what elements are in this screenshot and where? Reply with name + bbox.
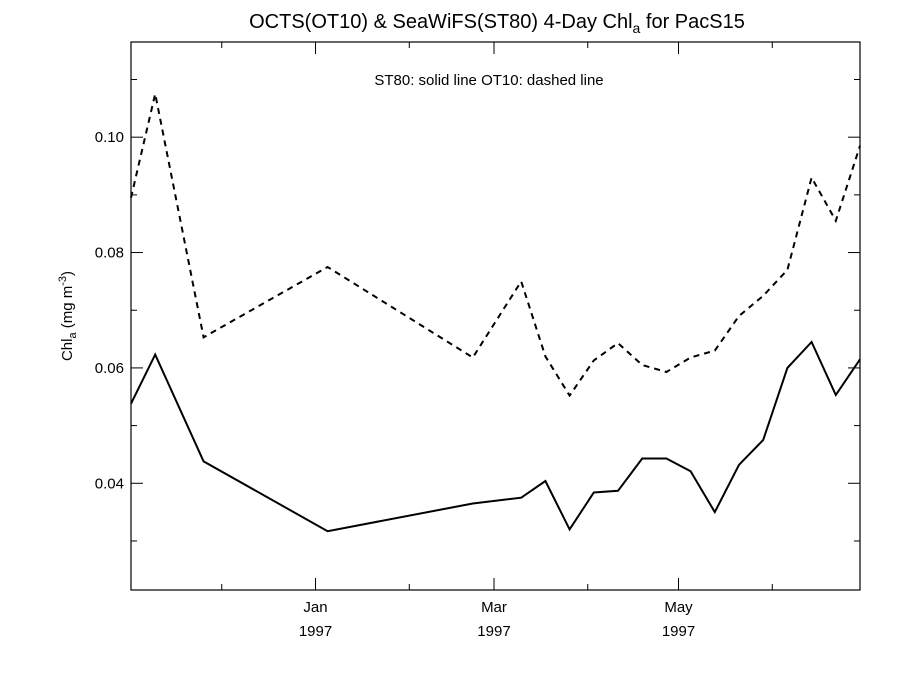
y-axis-label-prefix: Chl [59, 339, 76, 362]
y-tick-label: 0.04 [95, 475, 124, 492]
plot-series [130, 93, 861, 533]
series-line-st80 [130, 340, 861, 533]
x-tick-label-year: 1997 [662, 623, 695, 640]
y-axis-label-close: ) [59, 271, 76, 276]
chart-title-main: OCTS(OT10) & SeaWiFS(ST80) 4-Day Chl [249, 11, 632, 33]
line-style-note: ST80: solid line OT10: dashed line [374, 72, 603, 89]
y-axis-label-superscript: -3 [57, 276, 69, 286]
chart-title: OCTS(OT10) & SeaWiFS(ST80) 4-Day Chla fo… [249, 11, 745, 36]
series-line-ot10 [130, 93, 861, 398]
chart-title-subscript: a [633, 20, 641, 36]
x-tick-label-year: 1997 [477, 623, 510, 640]
y-axis-label-subscript: a [67, 332, 79, 339]
x-tick-label-month: Mar [481, 599, 507, 616]
y-tick-label: 0.08 [95, 245, 124, 262]
x-tick-label-year: 1997 [299, 623, 332, 640]
x-tick-label-month: Jan [303, 599, 327, 616]
chart-title-suffix: for PacS15 [640, 11, 745, 33]
plot-frame [130, 41, 861, 591]
plot-axes: 0.04 0.06 0.08 0.10 Jan 1997 Mar 1997 May 1997 [95, 41, 861, 640]
y-axis-label-unit: (mg m [59, 286, 76, 333]
y-tick-label: 0.10 [95, 129, 124, 146]
y-axis-label: Chla (mg m-3) [57, 271, 79, 361]
x-tick-label-month: May [664, 599, 693, 616]
y-tick-label: 0.06 [95, 360, 124, 377]
